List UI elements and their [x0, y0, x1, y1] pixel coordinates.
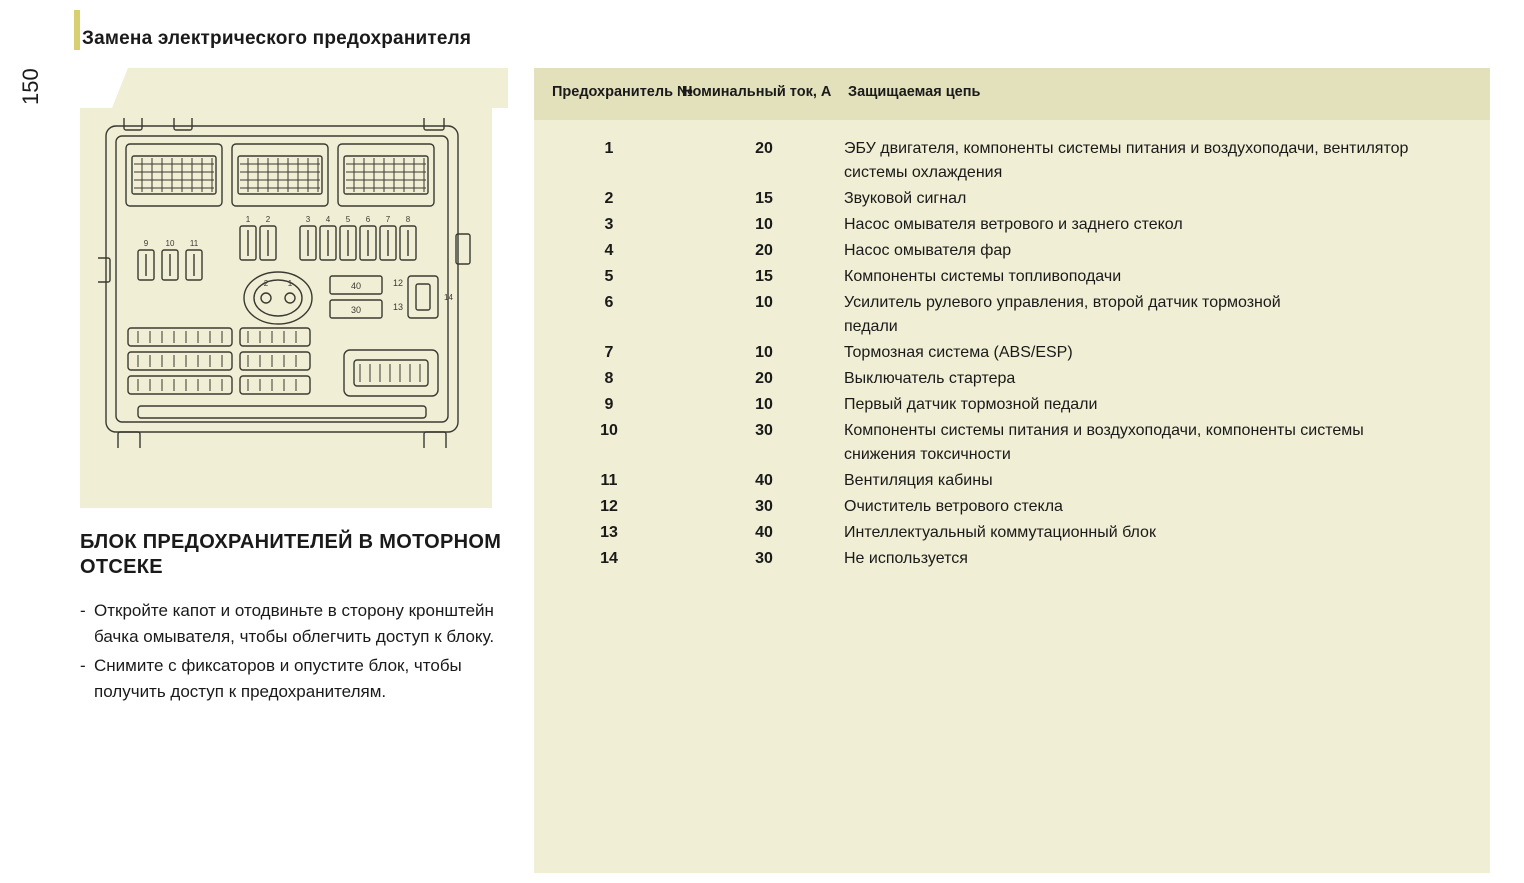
cell-desc: Тормозная система (ABS/ESP) — [844, 341, 1490, 365]
table-row: 515Компоненты системы топливоподачи — [534, 264, 1490, 290]
cell-amp: 10 — [684, 341, 844, 365]
cell-fuse-num: 13 — [534, 521, 684, 545]
cell-fuse-num: 9 — [534, 393, 684, 417]
th-amp: Номинальный ток, А — [682, 84, 831, 100]
cell-amp: 30 — [684, 495, 844, 519]
svg-text:10: 10 — [166, 239, 175, 248]
table-row: 910Первый датчик тормозной педали — [534, 392, 1490, 418]
cell-desc: Первый датчик тормозной педали — [844, 393, 1490, 417]
cell-desc: Не используется — [844, 547, 1490, 571]
page-title: Замена электрического предохранителя — [82, 28, 471, 50]
instruction-text: Снимите с фиксаторов и опустите блок, чт… — [94, 653, 510, 706]
svg-text:4: 4 — [326, 215, 331, 224]
cell-fuse-num: 11 — [534, 469, 684, 493]
svg-text:6: 6 — [366, 215, 371, 224]
svg-text:2: 2 — [266, 215, 271, 224]
cell-desc: Компоненты системы питания и воздухопода… — [844, 419, 1490, 467]
cell-fuse-num: 8 — [534, 367, 684, 391]
table-row: 1340Интеллектуальный коммутационный блок — [534, 520, 1490, 546]
cell-desc: ЭБУ двигателя, компоненты системы питани… — [844, 137, 1490, 185]
cell-fuse-num: 6 — [534, 291, 684, 315]
connector-1 — [126, 144, 222, 206]
instruction-item: -Откройте капот и отодвиньте в сторону к… — [80, 598, 510, 651]
cell-desc: Очиститель ветрового стекла — [844, 495, 1490, 519]
table-row: 310Насос омывателя ветрового и заднего с… — [534, 212, 1490, 238]
svg-text:30: 30 — [351, 305, 361, 315]
cell-amp: 10 — [684, 393, 844, 417]
connector-2 — [232, 144, 328, 206]
th-desc: Защищаемая цепь — [848, 84, 980, 100]
svg-text:1: 1 — [288, 279, 293, 288]
cell-fuse-num: 4 — [534, 239, 684, 263]
table-row: 1030Компоненты системы питания и воздухо… — [534, 418, 1490, 468]
table-row: 820Выключатель стартера — [534, 366, 1490, 392]
fuse-box-diagram: 12 34 56 78 91011 — [98, 118, 474, 448]
cell-fuse-num: 10 — [534, 419, 684, 443]
cell-fuse-num: 14 — [534, 547, 684, 571]
svg-text:8: 8 — [406, 215, 411, 224]
cell-desc: Интеллектуальный коммутационный блок — [844, 521, 1490, 545]
table-row: 1140Вентиляция кабины — [534, 468, 1490, 494]
svg-text:40: 40 — [351, 281, 361, 291]
cell-amp: 20 — [684, 137, 844, 161]
cell-amp: 20 — [684, 239, 844, 263]
connector-small — [344, 350, 438, 396]
round-connector — [244, 272, 312, 324]
cell-amp: 40 — [684, 521, 844, 545]
cell-amp: 10 — [684, 291, 844, 315]
cell-amp: 30 — [684, 547, 844, 571]
svg-text:2: 2 — [264, 279, 269, 288]
cell-fuse-num: 12 — [534, 495, 684, 519]
cell-desc: Выключатель стартера — [844, 367, 1490, 391]
page-number: 150 — [18, 68, 44, 105]
cell-fuse-num: 1 — [534, 137, 684, 161]
table-row: 120ЭБУ двигателя, компоненты системы пит… — [534, 136, 1490, 186]
cell-fuse-num: 2 — [534, 187, 684, 211]
table-row: 710Тормозная система (ABS/ESP) — [534, 340, 1490, 366]
cell-amp: 15 — [684, 265, 844, 289]
table-row: 1230Очиститель ветрового стекла — [534, 494, 1490, 520]
table-row: 1430Не используется — [534, 546, 1490, 572]
instructions-list: -Откройте капот и отодвиньте в сторону к… — [80, 598, 510, 707]
th-fuse-num: Предохранитель № — [552, 84, 693, 100]
cell-amp: 20 — [684, 367, 844, 391]
cell-desc: Вентиляция кабины — [844, 469, 1490, 493]
svg-text:14: 14 — [444, 293, 453, 302]
cell-amp: 10 — [684, 213, 844, 237]
table-row: 215Звуковой сигнал — [534, 186, 1490, 212]
cell-amp: 40 — [684, 469, 844, 493]
table-row: 610Усилитель рулевого управления, второй… — [534, 290, 1490, 340]
cell-amp: 30 — [684, 419, 844, 443]
svg-text:11: 11 — [190, 239, 199, 248]
cell-desc: Насос омывателя фар — [844, 239, 1490, 263]
bullet-dash: - — [80, 598, 94, 651]
cell-fuse-num: 5 — [534, 265, 684, 289]
connector-3 — [338, 144, 434, 206]
cell-desc: Насос омывателя ветрового и заднего стек… — [844, 213, 1490, 237]
cell-desc: Усилитель рулевого управления, второй да… — [844, 291, 1490, 339]
cell-desc: Компоненты системы топливоподачи — [844, 265, 1490, 289]
bullet-dash: - — [80, 653, 94, 706]
svg-text:13: 13 — [393, 302, 403, 312]
svg-text:7: 7 — [386, 215, 391, 224]
svg-text:3: 3 — [306, 215, 311, 224]
table-row: 420Насос омывателя фар — [534, 238, 1490, 264]
cell-fuse-num: 3 — [534, 213, 684, 237]
instruction-item: -Снимите с фиксаторов и опустите блок, ч… — [80, 653, 510, 706]
instruction-text: Откройте капот и отодвиньте в сторону кр… — [94, 598, 510, 651]
cell-desc: Звуковой сигнал — [844, 187, 1490, 211]
svg-text:12: 12 — [393, 278, 403, 288]
cell-fuse-num: 7 — [534, 341, 684, 365]
svg-text:5: 5 — [346, 215, 351, 224]
svg-text:9: 9 — [144, 239, 149, 248]
section-heading: БЛОК ПРЕДОХРАНИТЕЛЕЙ В МОТОРНОМ ОТСЕКЕ — [80, 530, 510, 580]
cell-amp: 15 — [684, 187, 844, 211]
fuse-table: 120ЭБУ двигателя, компоненты системы пит… — [534, 136, 1490, 572]
svg-text:1: 1 — [246, 215, 251, 224]
accent-bar-top — [74, 10, 80, 50]
